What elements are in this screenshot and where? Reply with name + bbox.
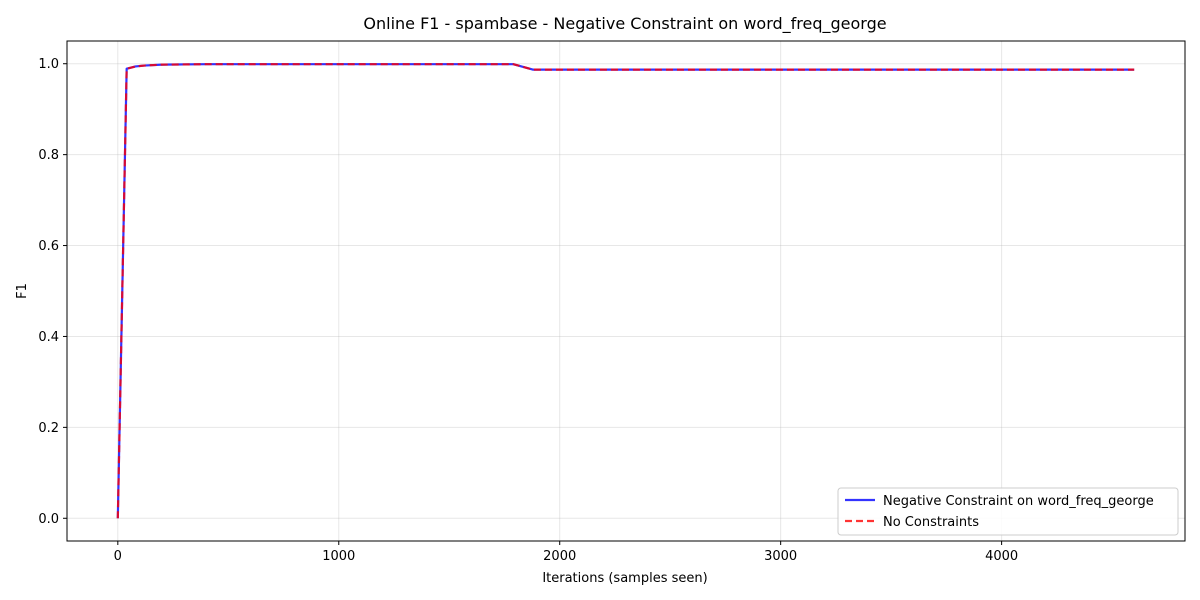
- x-tick-label: 1000: [322, 549, 355, 564]
- y-tick-label: 1.0: [38, 57, 59, 72]
- x-tick-label: 0: [114, 549, 122, 564]
- y-tick-label: 0.8: [38, 148, 59, 163]
- x-tick-label: 3000: [764, 549, 797, 564]
- y-tick-label: 0.0: [38, 512, 59, 527]
- series-line-no-constraints: [116, 63, 1135, 519]
- y-tick-label: 0.6: [38, 239, 59, 254]
- series-layer: [116, 63, 1135, 519]
- y-tick-label: 0.2: [38, 421, 59, 436]
- y-axis-ticks: 0.0 0.2 0.4 0.6 0.8 1.0: [38, 57, 67, 527]
- legend-label-no-constraints: No Constraints: [883, 515, 979, 530]
- chart-title: Online F1 - spambase - Negative Constrai…: [363, 14, 886, 34]
- y-tick-label: 0.4: [38, 330, 59, 345]
- x-axis-ticks: 0 1000 2000 3000 4000: [114, 541, 1018, 564]
- x-axis-label: Iterations (samples seen): [542, 571, 707, 586]
- axes-frame: [66, 40, 1186, 542]
- legend-box: [837, 487, 1179, 536]
- x-tick-label: 4000: [985, 549, 1018, 564]
- x-tick-label: 2000: [543, 549, 576, 564]
- y-axis-label: F1: [15, 283, 30, 299]
- legend-label-negative-constraint: Negative Constraint on word_freq_george: [883, 494, 1154, 509]
- legend: Negative Constraint on word_freq_george …: [837, 487, 1179, 536]
- grid: [67, 41, 1185, 541]
